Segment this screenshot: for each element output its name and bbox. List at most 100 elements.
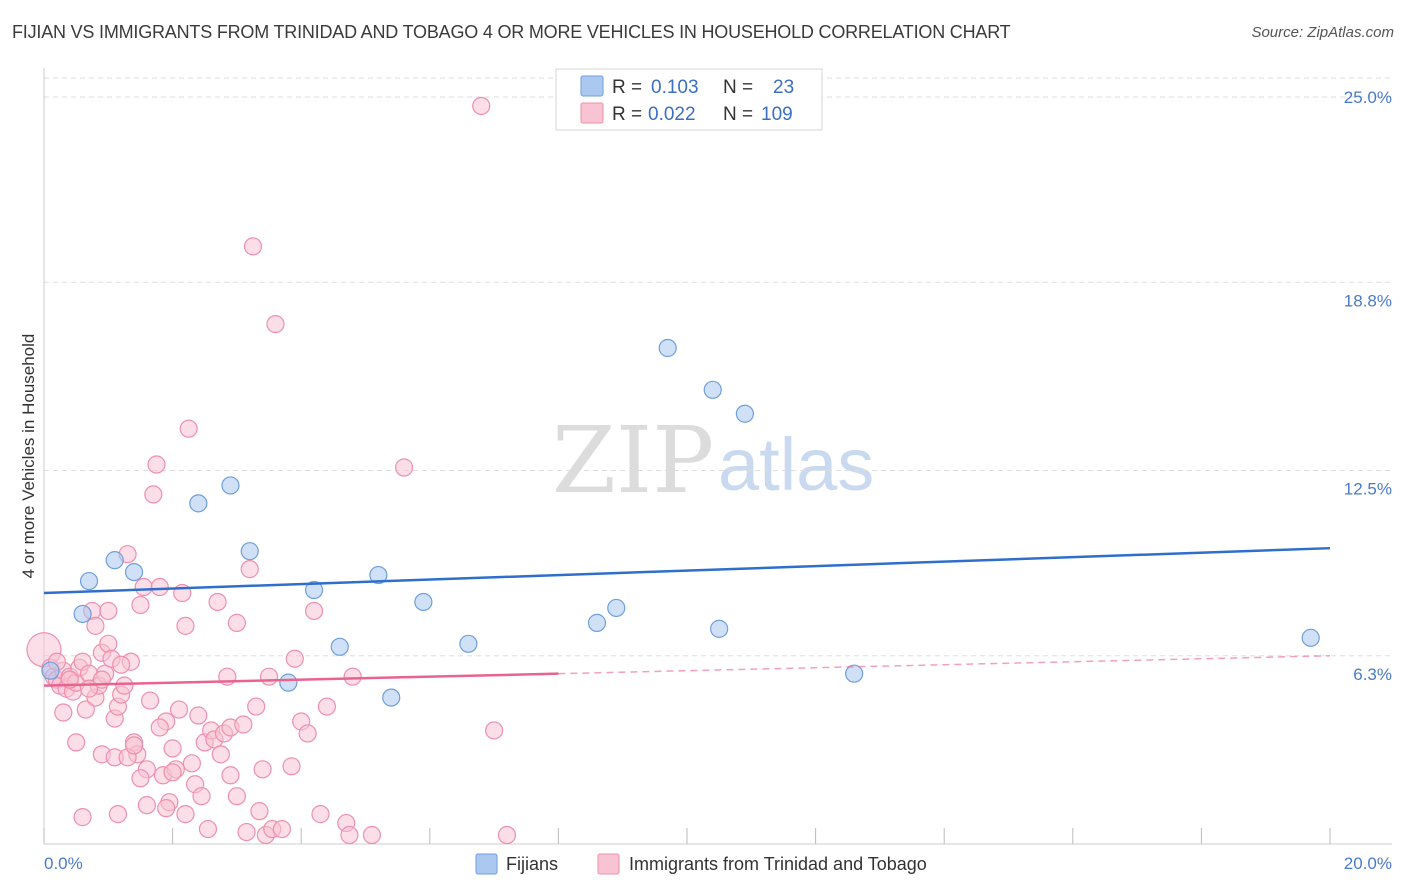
bottom-legend-swatch-trinidad (597, 853, 620, 875)
legend-swatch-trinidad (580, 102, 604, 124)
trinidad-point (144, 485, 163, 504)
trinidad-point (73, 808, 92, 827)
fijian-point (221, 476, 240, 495)
trinidad-point (343, 667, 362, 686)
legend-swatch-fijians (580, 75, 604, 97)
correlation-legend: R = 0.103 N = 23 R = 0.022 N = 109 (555, 68, 823, 131)
trinidad-point (182, 754, 201, 773)
trinidad-point (124, 736, 144, 755)
trinidad-point (108, 805, 128, 824)
bottom-legend-swatch-fijians (475, 853, 498, 875)
trinidad-point (497, 825, 517, 845)
trinidad-point (169, 700, 189, 719)
fijian-point (189, 494, 208, 513)
trinidad-point (272, 819, 292, 839)
trinidad-point (99, 634, 118, 653)
trend-lines (43, 546, 1331, 687)
trinidad-point (54, 703, 73, 722)
trinidad-point (140, 691, 160, 710)
trinidad-point (311, 805, 330, 824)
legend-r-value-fijians: 0.103 (651, 77, 699, 98)
trinidad-trend-line (43, 672, 559, 687)
legend-n-label-fijians: N = (723, 77, 753, 98)
trinidad-point (208, 592, 227, 612)
fijian-point (382, 688, 401, 707)
y-tick-label: 18.8% (1344, 291, 1392, 310)
trinidad-point (485, 721, 504, 740)
fijian-point (124, 562, 144, 582)
trinidad-point (76, 700, 95, 719)
trinidad-point (237, 822, 256, 842)
trinidad-point (86, 616, 105, 635)
y-tick-labels: 6.3% 12.5% 18.8% 25.0% (1344, 88, 1392, 684)
trinidad-point (298, 724, 317, 743)
trinidad-point (234, 715, 253, 734)
legend-n-label-trinidad: N = (723, 104, 753, 125)
trinidad-point (131, 595, 150, 615)
x-tick-label-max: 20.0% (1344, 854, 1392, 873)
trinidad-point (112, 655, 131, 674)
trinidad-point (189, 706, 208, 725)
trinidad-point (282, 757, 301, 776)
trinidad-point (99, 601, 118, 621)
trinidad-point (211, 745, 230, 764)
fijian-point (369, 565, 388, 585)
trinidad-point (150, 718, 169, 737)
trinidad-point (472, 96, 491, 116)
fijian-point (845, 664, 864, 683)
trinidad-trend-extension (558, 655, 1331, 675)
trinidad-point (253, 760, 272, 779)
legend-r-label-fijians: R = (612, 77, 642, 98)
watermark-zip: ZIP (552, 407, 714, 514)
legend-r-label-trinidad: R = (612, 104, 642, 125)
fijian-point (459, 634, 478, 653)
source-credit: Source: ZipAtlas.com (1251, 24, 1394, 41)
trinidad-point (394, 458, 414, 477)
trinidad-point (137, 796, 156, 815)
fijian-point (304, 580, 324, 600)
trinidad-point (250, 802, 269, 821)
fijian-point (414, 592, 433, 612)
trinidad-point (115, 676, 134, 695)
trinidad-point (243, 237, 263, 256)
trinidad-point (176, 805, 195, 824)
series-legend: Fijians Immigrants from Trinidad and Tob… (475, 853, 927, 875)
legend-n-value-fijians: 23 (773, 77, 794, 98)
fijian-point (279, 673, 298, 692)
fijian-point (735, 404, 754, 423)
trinidad-point (240, 560, 259, 579)
fijian-point (1301, 628, 1320, 647)
legend-r-value-trinidad: 0.022 (648, 104, 696, 125)
fijian-point (587, 613, 607, 632)
trinidad-point (266, 314, 285, 334)
trinidad-point (163, 763, 182, 782)
legend-n-value-trinidad: 109 (761, 104, 793, 125)
trinidad-point (157, 799, 176, 818)
trinidad-point (163, 739, 182, 758)
fijian-point (105, 551, 124, 570)
fijian-point (658, 338, 677, 358)
bottom-legend-fijians: Fijians (506, 854, 558, 874)
trinidad-point (317, 697, 337, 716)
fijian-point (607, 598, 626, 618)
trinidad-point (67, 733, 86, 752)
chart-title: FIJIAN VS IMMIGRANTS FROM TRINIDAD AND T… (12, 22, 1011, 42)
x-axis-ticks (43, 828, 1331, 844)
trinidad-point (285, 649, 304, 668)
fijian-point (330, 637, 349, 656)
y-tick-label: 25.0% (1344, 88, 1392, 107)
fijian-point (240, 542, 259, 561)
trinidad-point (192, 787, 211, 806)
trinidad-point (247, 697, 266, 716)
y-tick-label: 6.3% (1353, 665, 1392, 684)
fijians-trend-line (43, 546, 1331, 595)
trinidad-point (221, 766, 240, 785)
trinidad-point (304, 601, 324, 621)
x-tick-label-min: 0.0% (44, 854, 83, 873)
trinidad-point (179, 419, 198, 438)
trinidad-point (259, 667, 279, 686)
fijian-point (73, 604, 92, 624)
fijians-points (41, 338, 1320, 707)
trinidad-point (176, 616, 195, 635)
